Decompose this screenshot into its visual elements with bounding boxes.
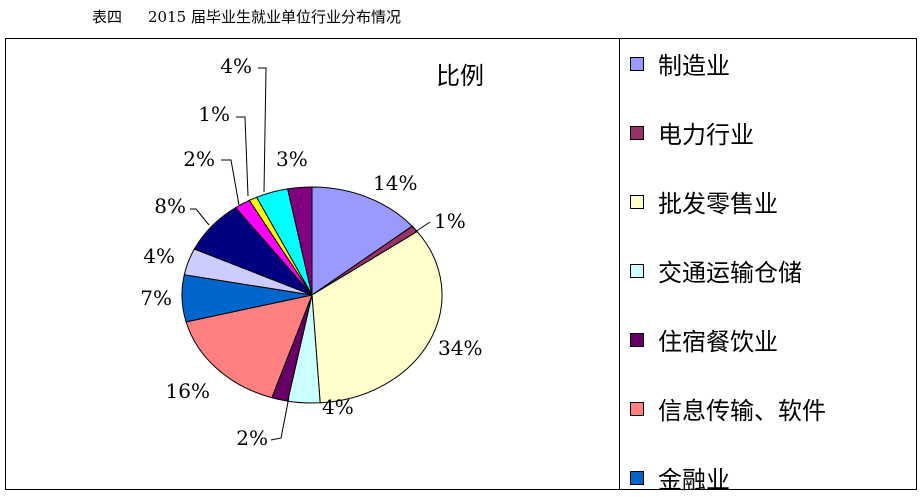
legend-label: 制造业 [658, 52, 730, 80]
leader-line [236, 116, 249, 197]
legend-label: 金融业 [658, 466, 730, 494]
legend-swatch [630, 194, 644, 209]
data-label: 2% [236, 426, 268, 450]
legend-swatch [630, 332, 644, 347]
pie-slice-- [311, 230, 443, 404]
leader-line [258, 67, 267, 193]
legend-label: 电力行业 [658, 121, 754, 149]
legend-label: 批发零售业 [658, 190, 778, 218]
table-caption: 表四 2015 届毕业生就业单位行业分布情况 [92, 6, 401, 27]
leader-line [190, 208, 210, 226]
pie-slice-- [311, 186, 413, 296]
leader-line [270, 396, 290, 441]
pie-leader-lines [190, 67, 431, 441]
data-label: 14% [373, 171, 417, 195]
legend-item: 金融业 [630, 460, 730, 495]
data-label: 4% [143, 244, 175, 268]
data-label: 2% [183, 147, 215, 171]
legend-item: 批发零售业 [630, 184, 778, 219]
legend-label: 交通运输仓储 [658, 259, 802, 287]
legend-item: 制造业 [630, 46, 730, 81]
leader-line [221, 159, 240, 206]
data-label: 34% [438, 336, 482, 360]
legend-divider [619, 38, 620, 490]
data-label: 7% [140, 286, 172, 310]
data-label: 1% [198, 102, 230, 126]
legend-item: 交通运输仓储 [630, 253, 802, 288]
legend-swatch [630, 263, 644, 278]
data-label: 3% [276, 147, 308, 171]
pie-slice-- [287, 186, 313, 296]
caption-title: 2015 届毕业生就业单位行业分布情况 [148, 8, 401, 26]
chart-title: 比例 [436, 62, 484, 90]
legend-item: 电力行业 [630, 115, 754, 150]
legend-swatch [630, 125, 644, 140]
data-label: 8% [154, 194, 186, 218]
leader-line [414, 221, 431, 233]
data-label: 1% [434, 209, 466, 233]
data-label: 16% [166, 379, 210, 403]
data-label: 4% [220, 54, 252, 78]
chart-frame [5, 38, 917, 490]
legend-swatch [630, 470, 644, 485]
pie-slices [181, 186, 443, 404]
legend-label: 信息传输、软件 [658, 397, 826, 425]
pie-slice-- [185, 294, 313, 399]
pie-chart: 14% 1% 34% 4% 2% 16% 7% 4% 8% 2% 1% 4% 3% [140, 54, 482, 450]
legend-item: 信息传输、软件 [630, 391, 826, 426]
legend-swatch [630, 401, 644, 416]
legend-item: 住宿餐饮业 [630, 322, 778, 357]
data-label: 4% [322, 395, 354, 419]
legend-label: 住宿餐饮业 [658, 328, 778, 356]
caption-table-number: 表四 [92, 8, 123, 26]
legend-swatch [630, 56, 644, 71]
pie-data-labels: 14% 1% 34% 4% 2% 16% 7% 4% 8% 2% 1% 4% 3% [140, 54, 482, 450]
